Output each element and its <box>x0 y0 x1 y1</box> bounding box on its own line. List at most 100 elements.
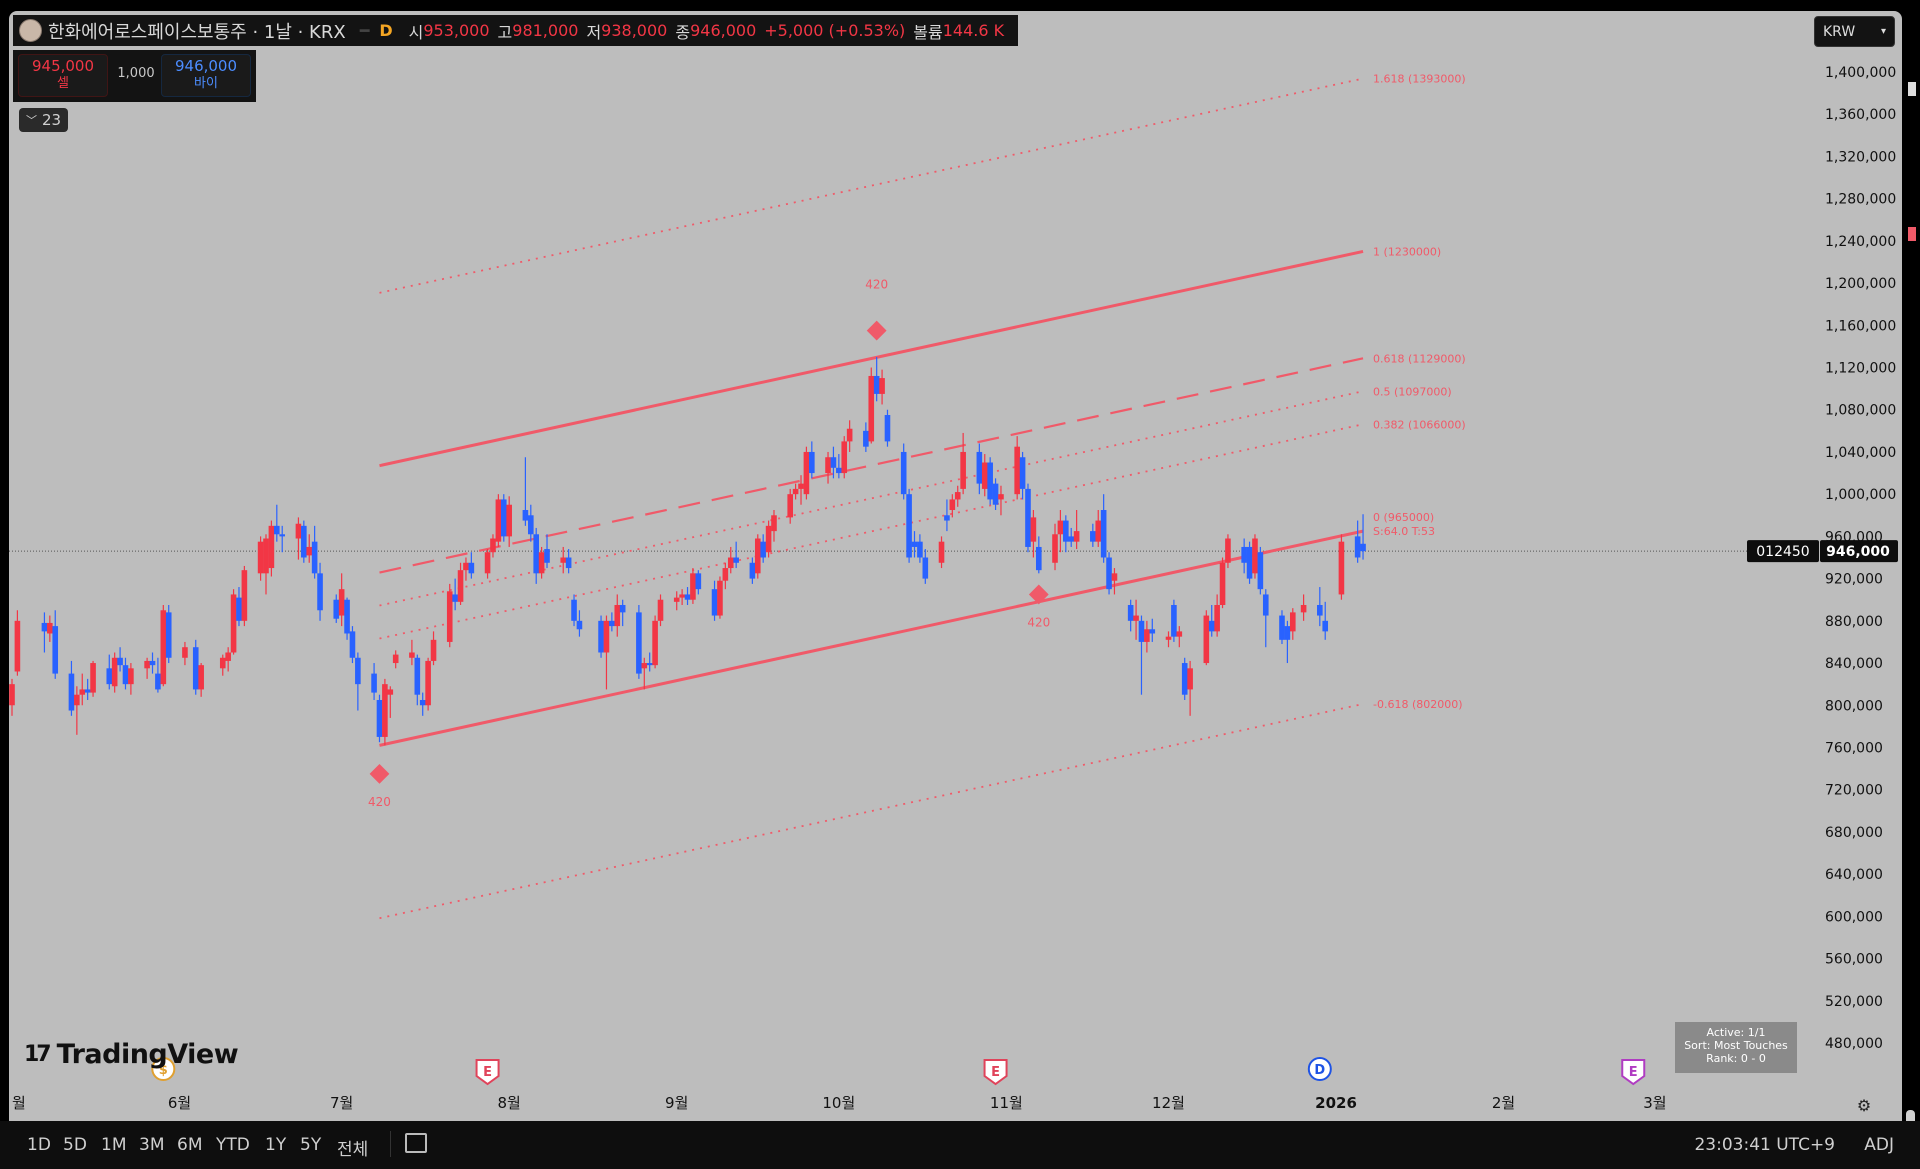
fib-channel: 1.618 (1393000) 1 (1230000) 0.618 (1129000… <box>379 73 1466 920</box>
buy-button[interactable]: 946,000 바이 <box>161 54 251 97</box>
candle <box>1203 610 1210 666</box>
candle <box>787 488 794 524</box>
trade-panel: 945,000 셀 1,000 946,000 바이 <box>13 50 256 102</box>
candle <box>911 531 918 558</box>
candle-body <box>944 515 950 521</box>
candle-body <box>765 525 772 553</box>
candle <box>544 534 550 569</box>
time-tick-label: 2월 <box>1492 1094 1515 1112</box>
range-ytd-button[interactable]: YTD <box>216 1135 250 1155</box>
clock-display[interactable]: 23:03:41 UTC+9 <box>1694 1135 1835 1155</box>
price-tick-label: 800,000 <box>1825 698 1883 714</box>
candle-body <box>79 689 86 695</box>
candle <box>533 527 540 584</box>
candle <box>528 504 534 542</box>
pivot-diamond-icon <box>866 320 887 341</box>
calendar-icon[interactable] <box>405 1133 427 1153</box>
candle-body <box>1262 594 1269 616</box>
range-1d-button[interactable]: 1D <box>27 1135 51 1155</box>
candle <box>657 594 664 627</box>
time-tick-label: 12월 <box>1152 1094 1185 1112</box>
candle <box>846 420 853 452</box>
candle-body <box>846 428 853 442</box>
dividend-label: $ <box>159 1063 168 1078</box>
candle <box>954 485 961 507</box>
range-5y-button[interactable]: 5Y <box>300 1135 322 1155</box>
candle <box>14 610 21 676</box>
price-tick-label: 720,000 <box>1825 783 1883 799</box>
price-tick-label: 1,160,000 <box>1825 318 1896 334</box>
symbol-header[interactable]: 한화에어로스페이스보통주 · 1날 · KRX ━ D 시 953,000 고 98… <box>13 15 1018 46</box>
candle <box>192 639 199 695</box>
candle-body <box>754 538 761 574</box>
candle-body <box>646 663 653 666</box>
range-3m-button[interactable]: 3M <box>139 1135 165 1155</box>
toolbar-divider <box>390 1131 391 1157</box>
candle-body <box>1095 520 1102 542</box>
candle <box>68 660 75 716</box>
candle <box>160 604 167 687</box>
candle-body <box>1246 546 1253 579</box>
price-tick-label: 520,000 <box>1825 994 1883 1010</box>
candle <box>500 494 507 542</box>
chart-pane[interactable]: 480,000 520,000 560,000 600,000 640,000 680,0… <box>9 11 1902 1121</box>
range-1y-button[interactable]: 1Y <box>265 1135 287 1155</box>
candle <box>338 573 345 627</box>
candle-body <box>841 441 848 474</box>
candle <box>490 534 496 558</box>
candle-body <box>122 665 129 685</box>
change-value: +5,000 (+0.53%) <box>764 21 906 40</box>
adjust-toggle[interactable]: ADJ <box>1864 1135 1894 1155</box>
price-tick-label: 600,000 <box>1825 909 1883 925</box>
candle-body <box>792 488 799 495</box>
candle <box>117 647 123 672</box>
price-tick-label: 1,320,000 <box>1825 149 1896 165</box>
candle <box>349 626 356 664</box>
candle <box>484 549 491 579</box>
currency-select[interactable]: KRW ▾ <box>1814 16 1895 47</box>
candle-body <box>1073 531 1080 542</box>
candle <box>1149 618 1156 642</box>
right-scrollbar[interactable] <box>1905 20 1915 1155</box>
candle <box>646 652 653 672</box>
range-6m-button[interactable]: 6M <box>177 1135 203 1155</box>
sell-button[interactable]: 945,000 셀 <box>18 54 108 97</box>
candle <box>944 499 950 532</box>
chevron-down-icon: ﹀ <box>25 114 37 127</box>
candle <box>1171 599 1177 642</box>
candle <box>1100 494 1107 563</box>
price-tick-label: 1,400,000 <box>1825 65 1896 81</box>
channel-level-line <box>379 529 1364 747</box>
company-logo-icon <box>19 19 42 42</box>
candle-body <box>1322 620 1329 632</box>
range-all-button[interactable]: 전체 <box>337 1140 369 1160</box>
candle-body <box>1252 538 1258 574</box>
brand-text: TradingView <box>56 1039 239 1070</box>
candle <box>771 510 777 542</box>
candle-body <box>830 457 837 468</box>
symbol-title[interactable]: 한화에어로스페이스보통주 · 1날 · KRX <box>48 21 346 43</box>
candle-body <box>684 594 691 600</box>
candle-body <box>495 499 502 542</box>
candle-body <box>1181 663 1188 695</box>
chart-canvas[interactable]: 480,000 520,000 560,000 600,000 640,000 680,0… <box>9 11 1902 1121</box>
candle-body <box>533 534 540 574</box>
candle-body <box>1090 531 1096 542</box>
range-5d-button[interactable]: 5D <box>63 1135 87 1155</box>
channel-level-line <box>379 249 1364 468</box>
channel-level-label: 1.618 (1393000) <box>1373 73 1466 86</box>
indicators-collapse-button[interactable]: ﹀ 23 <box>19 108 68 132</box>
candle-body <box>295 523 302 539</box>
candle <box>873 356 880 402</box>
candle-body <box>787 494 794 518</box>
candle <box>538 546 545 579</box>
candle <box>1057 510 1064 553</box>
candle-body <box>1138 620 1145 642</box>
candle-body <box>641 663 648 669</box>
pivot-label: 420 <box>368 795 391 809</box>
range-1m-button[interactable]: 1M <box>101 1135 127 1155</box>
tradingview-logo[interactable]: 17 TradingView <box>24 1039 239 1070</box>
data-flag[interactable]: D <box>379 21 393 40</box>
indicator-info-box: Active: 1/1 Sort: Most Touches Rank: 0 -… <box>1675 1022 1797 1073</box>
candle <box>809 441 815 479</box>
